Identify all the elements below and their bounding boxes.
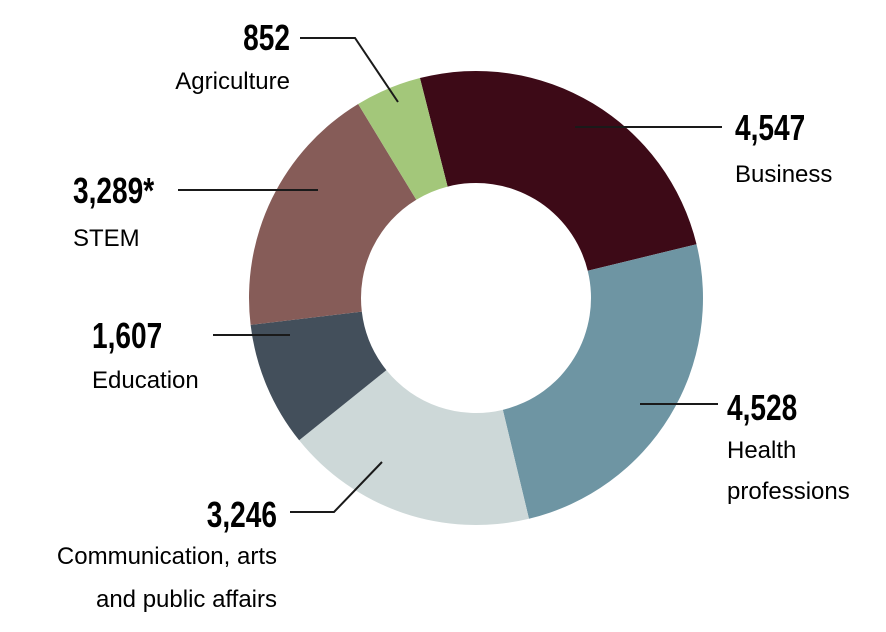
leader-line-communication-arts-and-public-affairs xyxy=(290,461,383,513)
slice-education xyxy=(250,311,387,441)
category-label-stem: STEM xyxy=(73,225,140,252)
slice-health-professions xyxy=(502,244,703,519)
category-label-communication-arts-and-public-affairs: Communication, arts xyxy=(57,543,277,570)
value-label-business: 4,547 xyxy=(735,108,805,148)
leader-line-agriculture xyxy=(300,37,399,103)
category-label-health-professions: professions xyxy=(727,478,850,505)
value-label-stem: 3,289* xyxy=(73,171,155,211)
slice-communication-arts-and-public-affairs xyxy=(299,370,529,525)
category-label-agriculture: Agriculture xyxy=(175,68,290,95)
slice-agriculture xyxy=(358,78,448,200)
value-label-health-professions: 4,528 xyxy=(727,388,797,428)
value-label-education: 1,607 xyxy=(92,316,162,356)
value-label-agriculture: 852 xyxy=(243,18,290,58)
slice-business xyxy=(419,70,697,271)
value-label-communication-arts-and-public-affairs: 3,246 xyxy=(207,495,277,535)
category-label-business: Business xyxy=(735,161,832,188)
category-label-education: Education xyxy=(92,367,199,394)
slice-stem xyxy=(248,103,417,325)
category-label-communication-arts-and-public-affairs: and public affairs xyxy=(96,586,277,613)
category-label-health-professions: Health xyxy=(727,437,796,464)
